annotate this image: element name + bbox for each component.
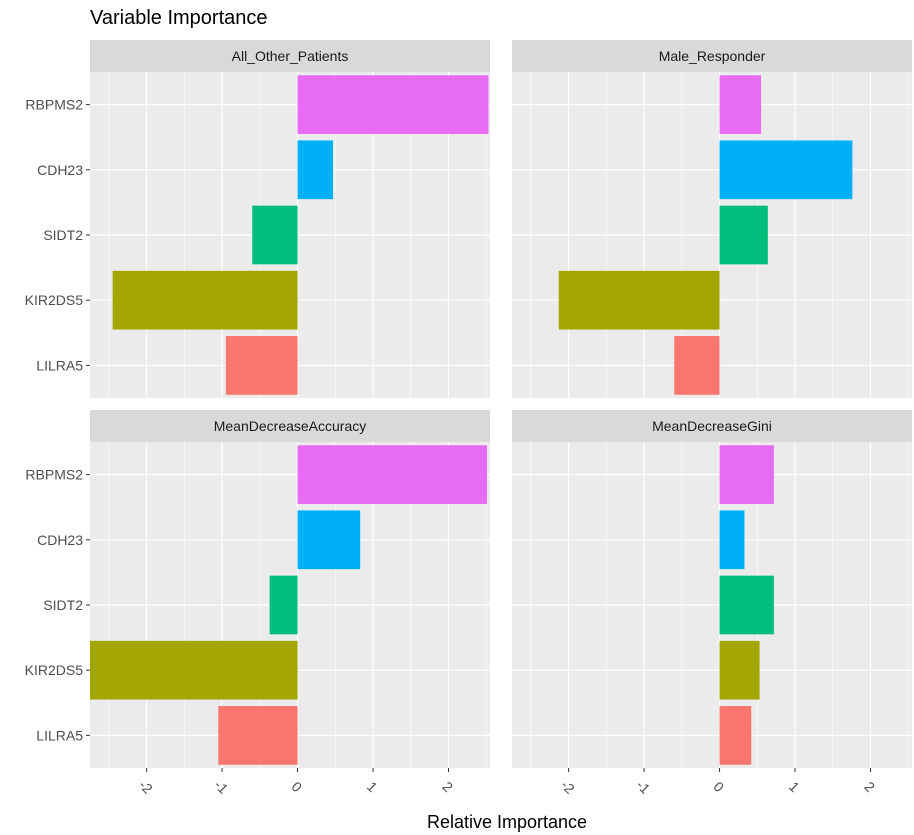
y-tick-label: LILRA5 — [36, 727, 83, 743]
facet-strip — [512, 410, 912, 442]
facet-strip-label: MeanDecreaseAccuracy — [214, 418, 367, 434]
facet-panel: Male_Responder — [512, 40, 912, 398]
x-tick-label: -1 — [211, 777, 231, 797]
bar-rbpms2 — [719, 75, 762, 134]
bar-sidt2 — [269, 575, 298, 635]
facet-strip-label: All_Other_Patients — [232, 48, 349, 64]
y-tick-label: KIR2DS5 — [25, 292, 84, 308]
bar-rbpms2 — [297, 75, 489, 134]
bar-sidt2 — [719, 575, 774, 635]
bar-cdh23 — [719, 140, 853, 200]
facet-panel: All_Other_Patients RBPMS2 CDH23 SIDT2 KIR2DS… — [25, 40, 490, 398]
y-tick-label: CDH23 — [37, 162, 83, 178]
x-tick-label: 2 — [861, 778, 878, 795]
bar-kir2ds5 — [719, 640, 760, 700]
bar-cdh23 — [297, 510, 361, 570]
x-tick-label: -2 — [558, 777, 578, 797]
x-tick-label: 0 — [710, 778, 727, 795]
bar-rbpms2 — [297, 445, 487, 504]
bar-sidt2 — [719, 205, 768, 265]
x-tick-label: 1 — [364, 778, 381, 795]
bar-lilra5 — [674, 336, 720, 395]
y-tick-label: SIDT2 — [43, 597, 83, 613]
chart-title: Variable Importance — [90, 7, 268, 29]
facet-strip — [90, 40, 490, 72]
y-tick-label: CDH23 — [37, 532, 83, 548]
bar-cdh23 — [719, 510, 745, 570]
x-tick-label: -2 — [136, 777, 156, 797]
x-tick-label: 1 — [786, 778, 803, 795]
bar-kir2ds5 — [558, 270, 720, 330]
y-tick-label: SIDT2 — [43, 227, 83, 243]
facet-panels: All_Other_Patients RBPMS2 CDH23 SIDT2 KIR2DS… — [25, 40, 912, 797]
bar-rbpms2 — [719, 445, 774, 504]
bar-kir2ds5 — [112, 270, 298, 330]
bar-lilra5 — [225, 336, 298, 395]
facet-strip — [512, 40, 912, 72]
bar-lilra5 — [218, 706, 298, 765]
facet-strip — [90, 410, 490, 442]
x-tick-label: 0 — [288, 778, 305, 795]
x-axis-label: Relative Importance — [427, 812, 587, 832]
y-tick-label: RBPMS2 — [25, 97, 83, 113]
x-tick-label: 2 — [439, 778, 456, 795]
bar-lilra5 — [719, 706, 752, 765]
facet-panel: MeanDecreaseGini -2 -1 0 1 2 — [512, 410, 912, 797]
y-tick-label: LILRA5 — [36, 357, 83, 373]
facet-strip-label: MeanDecreaseGini — [652, 418, 772, 434]
y-tick-label: RBPMS2 — [25, 467, 83, 483]
bar-cdh23 — [297, 140, 334, 200]
facet-strip-label: Male_Responder — [659, 48, 766, 64]
x-tick-label: -1 — [633, 777, 653, 797]
bar-sidt2 — [252, 205, 298, 265]
facet-panel: MeanDecreaseAccuracy RBPMS2 CDH23 SIDT2 KIR2… — [25, 410, 490, 797]
bar-kir2ds5 — [90, 640, 298, 700]
y-tick-label: KIR2DS5 — [25, 662, 84, 678]
